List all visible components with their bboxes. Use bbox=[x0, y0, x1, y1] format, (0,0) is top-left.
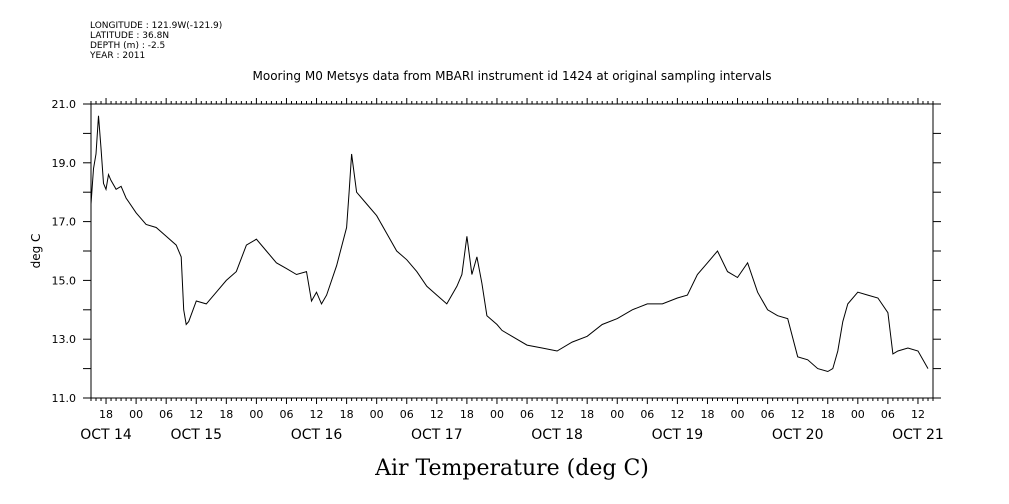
x-day-label: OCT 20 bbox=[772, 427, 824, 443]
x-tick-label: 12 bbox=[670, 408, 684, 421]
x-day-label: OCT 16 bbox=[291, 427, 343, 443]
y-tick-label: 15.0 bbox=[52, 274, 77, 287]
x-tick-label: 18 bbox=[340, 408, 354, 421]
x-day-label: OCT 21 bbox=[892, 427, 944, 443]
x-tick-label: 00 bbox=[370, 408, 384, 421]
y-tick-label: 11.0 bbox=[52, 392, 77, 405]
x-tick-label: 18 bbox=[460, 408, 474, 421]
x-tick-label: 06 bbox=[400, 408, 414, 421]
x-tick-label: 12 bbox=[550, 408, 564, 421]
x-tick-label: 00 bbox=[249, 408, 263, 421]
y-tick-label: 13.0 bbox=[52, 333, 77, 346]
x-tick-label: 18 bbox=[99, 408, 113, 421]
longitude-text: LONGITUDE : 121.9W(-121.9) bbox=[90, 21, 223, 31]
x-tick-label: 18 bbox=[580, 408, 594, 421]
x-tick-label: 12 bbox=[310, 408, 324, 421]
x-day-label: OCT 19 bbox=[652, 427, 704, 443]
y-axis-label: deg C bbox=[29, 234, 43, 269]
y-tick-label: 19.0 bbox=[52, 157, 77, 170]
latitude-text: LATITUDE : 36.8N bbox=[90, 31, 170, 41]
x-tick-label: 18 bbox=[219, 408, 233, 421]
x-tick-label: 00 bbox=[129, 408, 143, 421]
axis-ticks bbox=[83, 98, 941, 404]
x-day-label: OCT 15 bbox=[170, 427, 222, 443]
x-tick-label: 18 bbox=[821, 408, 835, 421]
x-tick-labels: 18 00 06 12 18 00 06 12 18 00 06 12 18 00 06 12 18 00 06 12… bbox=[99, 408, 925, 421]
x-tick-label: 06 bbox=[159, 408, 173, 421]
x-tick-label: 00 bbox=[610, 408, 624, 421]
depth-text: DEPTH (m) : -2.5 bbox=[90, 41, 166, 51]
year-text: YEAR : 2011 bbox=[90, 51, 146, 61]
x-tick-label: 00 bbox=[731, 408, 745, 421]
x-tick-label: 00 bbox=[490, 408, 504, 421]
x-tick-label: 06 bbox=[279, 408, 293, 421]
x-day-label: OCT 18 bbox=[531, 427, 583, 443]
x-day-label: OCT 17 bbox=[411, 427, 463, 443]
x-axis-label: Air Temperature (deg C) bbox=[374, 456, 649, 481]
x-day-label: OCT 14 bbox=[80, 427, 132, 443]
x-tick-label: 12 bbox=[791, 408, 805, 421]
series-line-air-temperature bbox=[90, 115, 929, 373]
x-tick-label: 06 bbox=[881, 408, 895, 421]
plot-frame bbox=[90, 103, 934, 399]
x-tick-label: 00 bbox=[851, 408, 865, 421]
x-day-labels: OCT 14 OCT 15 OCT 16 OCT 17 OCT 18 OCT 19 OCT … bbox=[80, 427, 944, 443]
x-tick-label: 06 bbox=[640, 408, 654, 421]
y-tick-label: 21.0 bbox=[52, 98, 77, 111]
x-tick-label: 12 bbox=[189, 408, 203, 421]
x-tick-label: 06 bbox=[761, 408, 775, 421]
y-tick-labels: 11.0 13.0 15.0 17.0 19.0 21.0 bbox=[52, 98, 77, 405]
y-tick-label: 17.0 bbox=[52, 216, 77, 229]
x-tick-label: 12 bbox=[430, 408, 444, 421]
metadata-block: LONGITUDE : 121.9W(-121.9) LATITUDE : 36… bbox=[90, 21, 222, 61]
x-tick-label: 12 bbox=[911, 408, 925, 421]
x-tick-label: 06 bbox=[520, 408, 534, 421]
x-tick-label: 18 bbox=[700, 408, 714, 421]
chart-title: Mooring M0 Metsys data from MBARI instru… bbox=[253, 69, 772, 83]
